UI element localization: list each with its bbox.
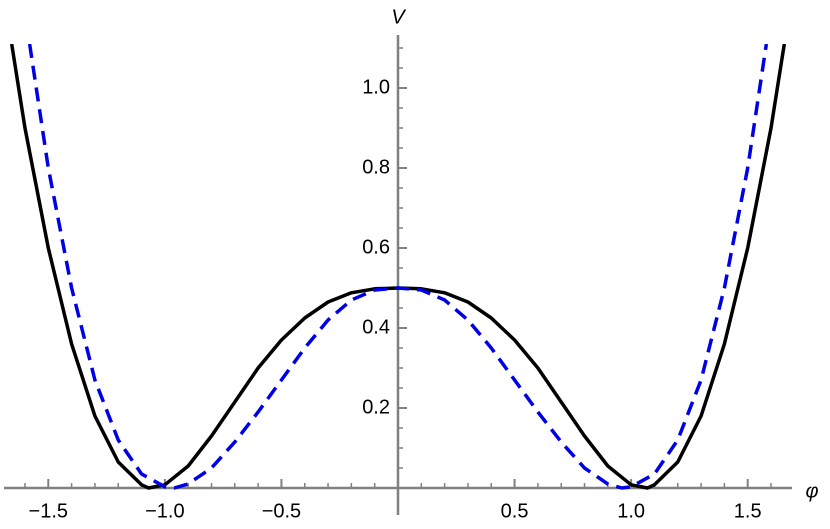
curve [27, 44, 769, 490]
x-tick-label: 0.5 [501, 500, 529, 522]
y-tick-label: 1.0 [362, 76, 390, 98]
y-tick-label: 0.2 [362, 396, 390, 418]
y-tick-label: 0.6 [362, 236, 390, 258]
x-tick-label: −1.5 [29, 500, 68, 522]
y-tick-label: 0.4 [362, 316, 390, 338]
y-axis-label: V [391, 6, 406, 28]
x-tick-label: 1.5 [734, 500, 762, 522]
x-tick-label: −0.5 [262, 500, 301, 522]
x-axis-label: φ [805, 480, 818, 502]
y-tick-label: 0.8 [362, 156, 390, 178]
x-tick-label: 1.0 [617, 500, 645, 522]
x-tick-label: −1.0 [145, 500, 184, 522]
